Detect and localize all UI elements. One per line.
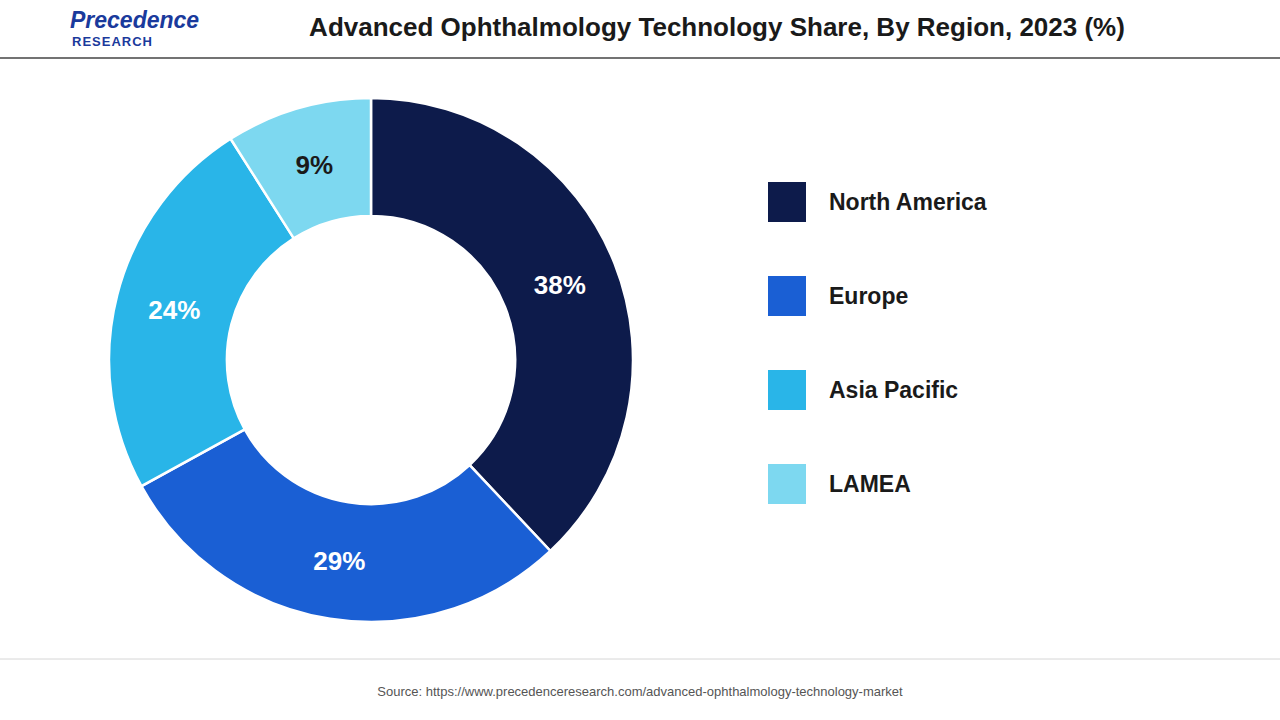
donut-slice — [141, 429, 550, 622]
legend-label: North America — [829, 189, 987, 215]
donut-slice — [231, 98, 371, 238]
legend-swatch — [768, 464, 806, 504]
logo-line2: RESEARCH — [72, 34, 153, 49]
legend: North America Europe Asia Pacific LAMEA — [768, 182, 987, 504]
chart-svg: PrecedenceRESEARCH Advanced Ophthalmology… — [0, 0, 1280, 720]
bottom-separator — [0, 659, 1280, 660]
data-label: 24% — [148, 295, 200, 325]
data-label: 38% — [534, 270, 586, 300]
top-separator — [0, 57, 1280, 59]
legend-swatch — [768, 370, 806, 410]
data-label: 29% — [313, 546, 365, 576]
donut-slice — [371, 98, 633, 551]
data-labels: 38% 29% 24% 9% — [148, 150, 586, 576]
logo-line1: Precedence — [70, 7, 199, 33]
donut — [109, 98, 633, 622]
legend-swatch — [768, 276, 806, 316]
legend-label: Asia Pacific — [829, 377, 958, 403]
data-label: 9% — [296, 150, 334, 180]
legend-label: LAMEA — [829, 471, 911, 497]
legend-swatch — [768, 182, 806, 222]
legend-label: Europe — [829, 283, 908, 309]
source-text: Source: https://www.precedenceresearch.c… — [377, 684, 903, 699]
chart-title: Advanced Ophthalmology Technology Share,… — [309, 12, 1125, 42]
